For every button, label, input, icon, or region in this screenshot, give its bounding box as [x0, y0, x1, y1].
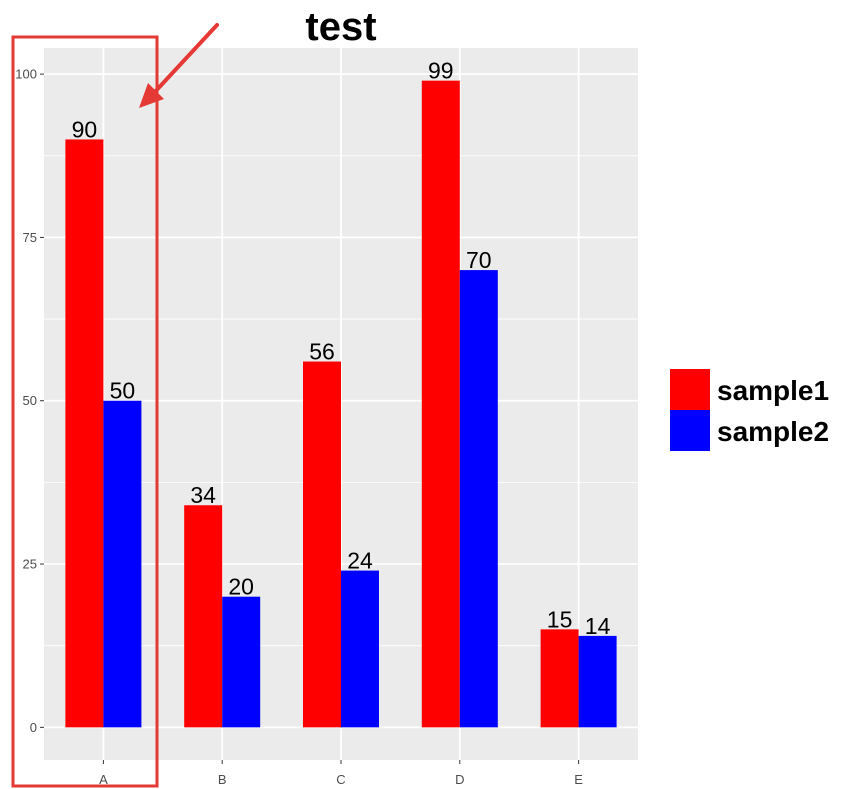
bar-sample1-B: [184, 505, 223, 728]
bar-sample1-C: [303, 361, 341, 728]
bar-sample1-E: [540, 629, 579, 728]
annotation-arrow-shaft: [150, 23, 219, 97]
legend-label-sample2: sample2: [717, 416, 829, 447]
bar-sample2-A: [103, 400, 142, 728]
bars: [65, 80, 617, 728]
data-label-sample1-E: 15: [547, 606, 573, 632]
y-tick-label: 100: [15, 67, 37, 82]
data-label-sample2-A: 50: [110, 378, 136, 404]
annotations: [11, 23, 219, 788]
data-label-sample1-C: 56: [309, 339, 335, 365]
x-tick-label: A: [99, 772, 108, 787]
legend-key-sample2: [670, 410, 710, 451]
legend-key-sample1: [670, 369, 710, 410]
annotation-arrow-head: [139, 83, 164, 108]
axes: 0 25 50 75 100 A B C D E: [15, 67, 583, 787]
bar-sample1-D: [421, 80, 460, 728]
bar-sample1-A: [65, 139, 104, 728]
data-label-sample2-B: 20: [228, 574, 254, 600]
y-tick-label: 0: [30, 720, 37, 735]
bar-sample2-B: [222, 596, 261, 728]
x-tick-label: E: [574, 772, 583, 787]
data-label-sample2-E: 14: [585, 613, 611, 639]
bar-sample2-C: [341, 570, 379, 728]
legend-label-sample1: sample1: [717, 375, 829, 406]
data-label-sample1-B: 34: [190, 482, 216, 508]
x-tick-label: D: [455, 772, 464, 787]
y-tick-label: 50: [23, 393, 37, 408]
legend: sample1 sample2: [670, 369, 829, 451]
y-tick-label: 75: [23, 230, 37, 245]
data-labels: 90 34 56 99 15 50 20 24 70 14: [72, 58, 611, 639]
bar-sample2-E: [578, 635, 617, 728]
data-label-sample2-D: 70: [466, 247, 492, 273]
data-label-sample1-D: 99: [428, 58, 454, 84]
data-label-sample2-C: 24: [347, 548, 373, 574]
x-tick-label: B: [218, 772, 227, 787]
highlight-box: [11, 35, 159, 788]
y-tick-label: 25: [23, 557, 37, 572]
x-tick-label: C: [336, 772, 345, 787]
chart-title: test: [305, 5, 376, 49]
data-label-sample1-A: 90: [72, 116, 98, 142]
bar-sample2-D: [459, 270, 498, 728]
